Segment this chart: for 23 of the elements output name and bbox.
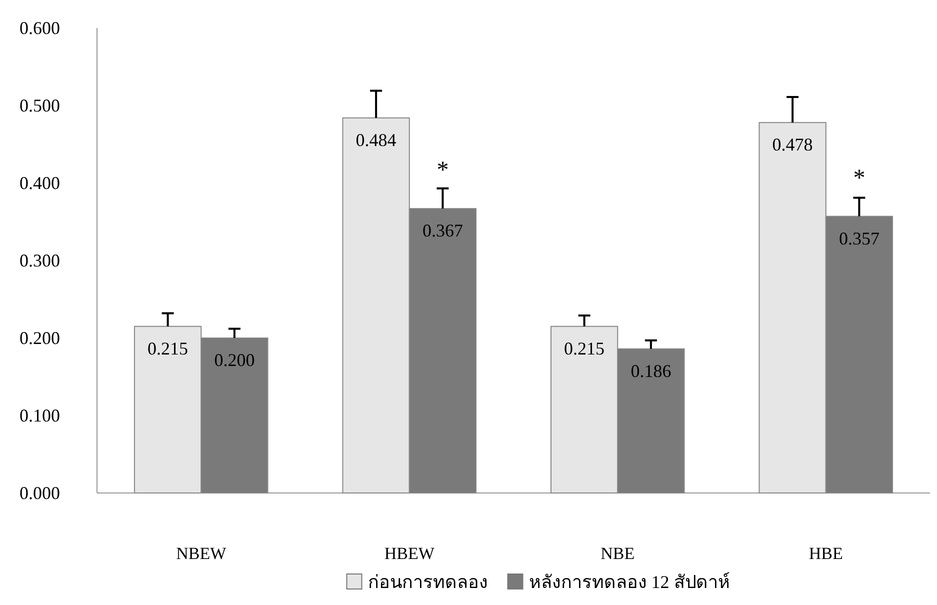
legend-label: ก่อนการทดลอง [368, 572, 488, 592]
data-label: 0.215 [148, 338, 188, 358]
y-tick-label: 0.100 [20, 406, 60, 426]
data-label: 0.478 [772, 134, 813, 155]
y-tick-label: 0.300 [20, 250, 60, 270]
data-label: 0.367 [422, 220, 463, 241]
y-tick-label: 0.400 [20, 173, 60, 193]
data-label: 0.200 [214, 350, 255, 370]
x-tick-label: NBEW [176, 544, 228, 563]
data-label: 0.357 [838, 228, 880, 248]
y-tick-label: 0.600 [20, 18, 60, 38]
x-tick-label: HBE [808, 544, 843, 563]
data-label: 0.215 [564, 338, 605, 358]
x-tick-label: HBEW [384, 544, 436, 563]
annotation: * [853, 165, 866, 192]
annotation: * [436, 158, 449, 184]
y-tick-label: 0.000 [20, 483, 60, 503]
x-tick-label: NBE [600, 544, 635, 563]
data-label: 0.484 [356, 130, 396, 150]
y-tick-label: 0.500 [20, 96, 60, 116]
y-tick-label: 0.200 [20, 328, 60, 348]
legend-label: หลังการทดลอง 12 สัปดาห์ [528, 572, 730, 592]
data-label: 0.186 [630, 360, 672, 381]
